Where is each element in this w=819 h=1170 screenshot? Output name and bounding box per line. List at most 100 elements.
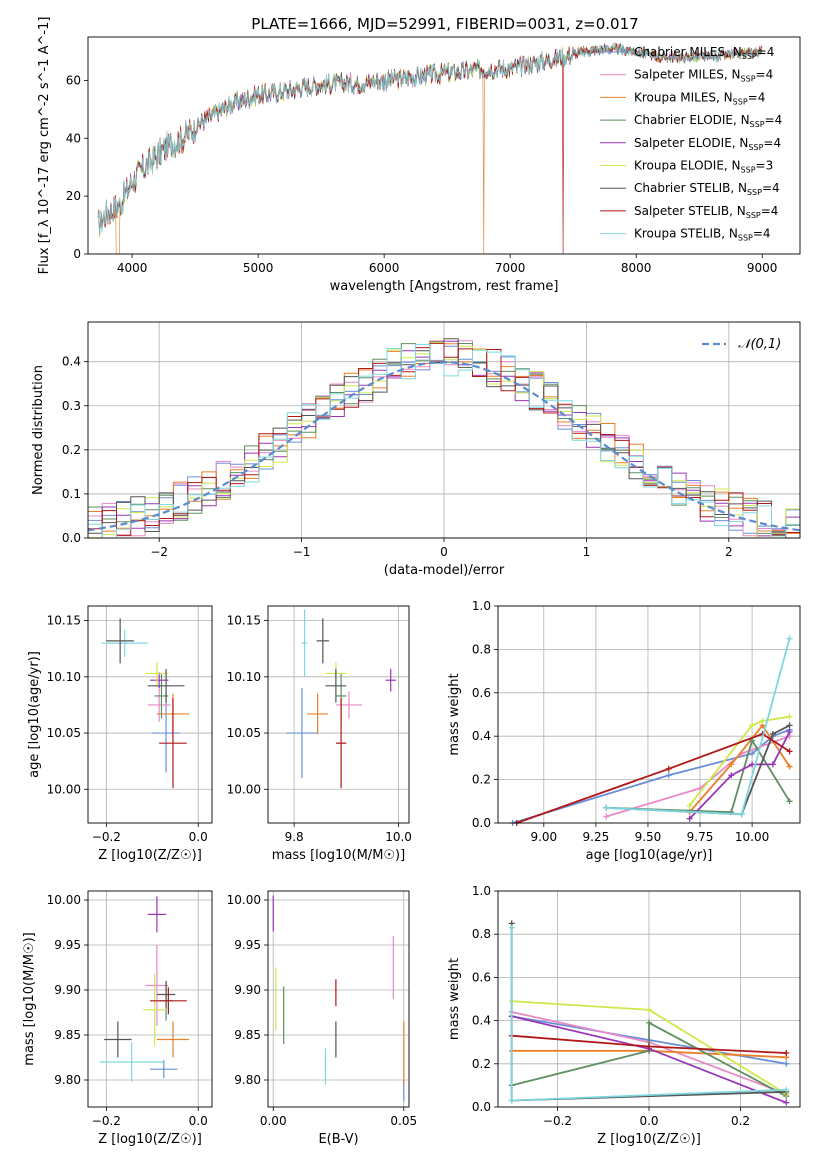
panel-mass-vs-Z: −0.2 0.0 9.80 9.85 9.90 9.95 10.00 Z [log10(Z/Z… xyxy=(22,890,213,1147)
x-axis-label: (data-model)/error xyxy=(384,563,505,578)
error-point xyxy=(101,629,148,657)
y-tick-label: 0.6 xyxy=(472,686,491,700)
weight-marker xyxy=(686,802,693,809)
error-point xyxy=(104,1021,132,1058)
legend-label: Chabrier ELODIE, NSSP=4 xyxy=(634,113,782,129)
y-tick-label: 10.05 xyxy=(47,726,81,740)
error-point xyxy=(159,698,187,789)
x-tick-label: 2 xyxy=(725,545,733,559)
x-tick-label: 10.0 xyxy=(385,830,412,844)
spectrum-line-kroupa-stelib xyxy=(97,43,763,236)
weight-marker xyxy=(508,924,515,931)
y-tick-label: 9.80 xyxy=(234,1073,261,1087)
x-tick-label: 6000 xyxy=(369,261,400,275)
axes-frame xyxy=(497,890,801,1108)
error-point xyxy=(307,693,329,735)
weight-line-kroupa-elodie xyxy=(688,715,790,807)
grid-lines xyxy=(88,891,212,1107)
grid-lines xyxy=(88,606,212,823)
weight-marker xyxy=(749,761,756,768)
legend-label: 𝒩(0,1) xyxy=(738,337,781,352)
panel-age-vs-mass: 9.8 10.0 10.00 10.05 10.10 10.15 mass [log10(M… xyxy=(227,605,412,863)
axes-frame xyxy=(87,321,801,539)
legend-label: Kroupa ELODIE, NSSP=3 xyxy=(634,159,773,175)
axes-frame xyxy=(87,36,801,255)
weight-marker xyxy=(665,772,672,779)
plot-area xyxy=(97,42,763,255)
plot-area xyxy=(101,618,190,789)
figure-title: PLATE=1666, MJD=52991, FIBERID=0031, z=0… xyxy=(251,15,638,33)
weight-marker xyxy=(786,763,793,770)
axes-frame xyxy=(87,890,213,1108)
weight-marker xyxy=(783,1099,790,1106)
y-tick-label: 9.95 xyxy=(54,938,81,952)
x-tick-label: 0 xyxy=(440,545,448,559)
plot-area xyxy=(508,920,790,1106)
y-tick-label: 10.05 xyxy=(227,726,261,740)
weight-marker xyxy=(738,811,745,818)
legend-label: Kroupa STELIB, NSSP=4 xyxy=(634,227,771,243)
y-tick-label: 1.0 xyxy=(472,599,491,613)
y-tick-label: 0.8 xyxy=(472,642,491,656)
legend-label: Salpeter STELIB, NSSP=4 xyxy=(634,204,778,220)
y-tick-label: 0.0 xyxy=(472,1100,491,1114)
error-point xyxy=(147,688,171,722)
y-tick-label: 9.90 xyxy=(54,983,81,997)
x-tick-label: 1 xyxy=(583,545,591,559)
error-point xyxy=(335,691,362,719)
y-axis-label: mass weight xyxy=(447,958,462,1040)
panel-residuals: −2 −1 0 1 2 0.0 0.1 0.2 0.3 0.4 (data-model)/error… xyxy=(31,321,801,578)
legend-label: Chabrier MILES, NSSP=4 xyxy=(634,45,774,61)
x-tick-label: 0.2 xyxy=(731,1114,750,1128)
weight-line-chabrier-elodie xyxy=(511,1021,787,1097)
y-tick-label: 0.1 xyxy=(62,487,81,501)
y-tick-label: 0.2 xyxy=(472,773,491,787)
plot-area xyxy=(509,635,793,826)
y-tick-label: 60 xyxy=(66,73,81,87)
weight-marker xyxy=(665,765,672,772)
error-point xyxy=(301,609,308,677)
x-tick-label: −0.2 xyxy=(543,1114,572,1128)
weight-marker xyxy=(749,750,756,757)
y-tick-label: 0.6 xyxy=(472,970,491,984)
x-axis-label: Z [log10(Z/Z☉)] xyxy=(597,1132,701,1147)
error-point xyxy=(147,668,185,703)
y-tick-label: 0.2 xyxy=(62,443,81,457)
error-point xyxy=(335,698,347,789)
x-axis-label: E(B-V) xyxy=(318,1132,358,1147)
weight-marker xyxy=(786,713,793,720)
panel-age-vs-Z: −0.2 0.0 10.00 10.05 10.10 10.15 Z [log10(Z/Z☉… xyxy=(27,605,213,863)
plot-area xyxy=(99,896,190,1082)
y-axis-label: mass [log10(M/M☉)] xyxy=(22,932,37,1065)
y-tick-label: 10.00 xyxy=(47,782,81,796)
error-point xyxy=(152,693,180,773)
x-tick-label: −0.2 xyxy=(92,1114,121,1128)
y-tick-label: 0.4 xyxy=(62,355,81,369)
weight-marker xyxy=(786,748,793,755)
panel-spectrum: 4000 5000 6000 7000 8000 9000 0 20 40 60 wavelengt… xyxy=(37,17,801,294)
y-axis-label: age [log10(age/yr)] xyxy=(27,651,42,778)
error-point xyxy=(150,987,187,1015)
x-tick-label: −0.2 xyxy=(92,830,121,844)
plot-area xyxy=(272,895,405,1102)
y-tick-label: 9.95 xyxy=(234,938,261,952)
error-point xyxy=(147,896,167,933)
y-tick-label: 10.00 xyxy=(227,782,261,796)
spectrum-legend: Chabrier MILES, NSSP=4 Salpeter MILES, NS… xyxy=(600,45,782,243)
y-tick-label: 0.0 xyxy=(62,531,81,545)
weight-marker xyxy=(728,772,735,779)
axes-frame xyxy=(267,605,410,824)
y-tick-label: 9.85 xyxy=(54,1028,81,1042)
weight-marker xyxy=(769,731,776,738)
error-point xyxy=(106,618,134,664)
error-point xyxy=(150,1060,178,1079)
x-axis-label: mass [log10(M/M☉)] xyxy=(272,848,405,863)
x-tick-label: 9.00 xyxy=(530,830,557,844)
legend-label: Kroupa MILES, NSSP=4 xyxy=(634,90,765,106)
x-tick-label: 8000 xyxy=(621,261,652,275)
x-tick-label: 9000 xyxy=(747,261,778,275)
weight-line-kroupa-miles xyxy=(688,723,791,813)
legend-label: Salpeter MILES, NSSP=4 xyxy=(634,68,773,84)
error-point xyxy=(143,973,167,1046)
